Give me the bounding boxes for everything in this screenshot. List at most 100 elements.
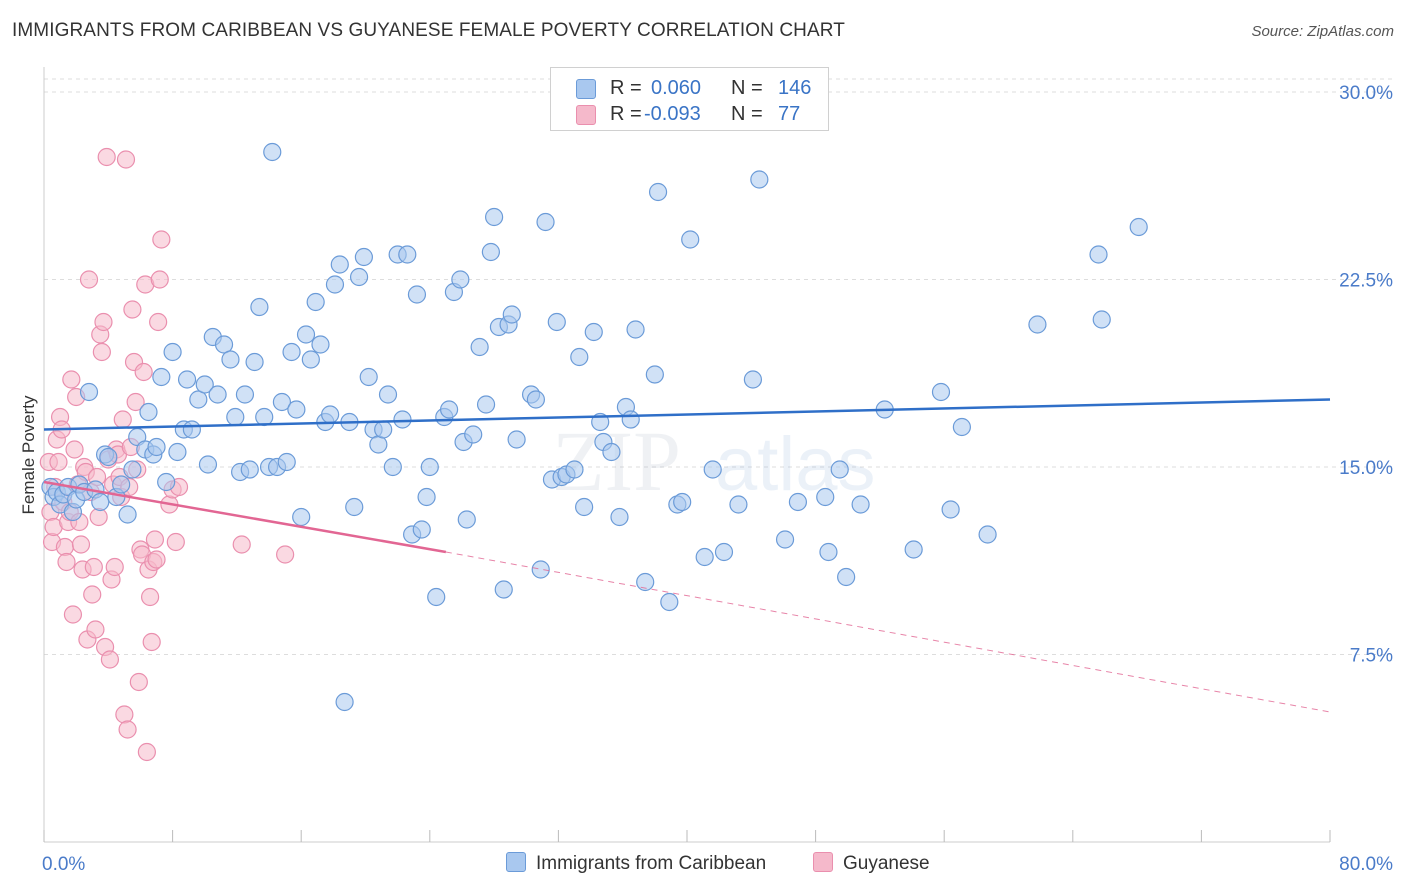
caribbean-point [412, 520, 431, 539]
x-tick-label-min: 0.0% [42, 854, 85, 875]
caribbean-point [526, 390, 545, 409]
caribbean-point [240, 460, 259, 479]
caribbean-point [729, 495, 748, 514]
guyanese-trend-line [43, 480, 447, 554]
caribbean-trend-line [43, 398, 1331, 431]
caribbean-point [335, 692, 354, 712]
guyanese-point [55, 537, 74, 557]
caribbean-point [263, 142, 282, 162]
caribbean-point [451, 270, 470, 289]
caribbean-point [359, 367, 378, 387]
caribbean-point [816, 487, 835, 507]
caribbean-point [182, 420, 201, 439]
caribbean-point [321, 405, 340, 424]
caribbean-point [636, 572, 655, 592]
legend-n-label: N = [731, 77, 763, 99]
guyanese-trend-extension [445, 551, 1331, 713]
caribbean-point [660, 592, 679, 612]
guyanese-point [65, 440, 84, 459]
caribbean-point [163, 342, 182, 362]
caribbean-point [941, 500, 960, 519]
caribbean-point [584, 322, 603, 342]
guyanese-point [97, 147, 116, 167]
caribbean-point [417, 487, 436, 507]
legend-r-value: -0.093 [644, 103, 701, 125]
guyanese-point [71, 535, 91, 554]
caribbean-point [349, 267, 369, 287]
caribbean-point [1129, 217, 1148, 237]
guyanese-swatch [576, 105, 596, 125]
gridlines [44, 78, 1392, 655]
legend-n-label: N = [731, 103, 763, 125]
correlation-legend: R = 0.060 N = 146 R = -0.093 N = 77 [550, 67, 829, 131]
caribbean-point [626, 320, 645, 339]
caribbean-point [189, 390, 208, 409]
caribbean-point [952, 417, 971, 437]
guyanese-legend-swatch [813, 852, 833, 872]
caribbean-point [427, 587, 446, 607]
guyanese-point [140, 587, 160, 607]
y-tick-label: 15.0% [1339, 458, 1393, 479]
guyanese-point [62, 370, 81, 389]
y-tick-label: 30.0% [1339, 83, 1393, 104]
caribbean-point [250, 297, 269, 317]
caribbean-point [221, 350, 240, 369]
caribbean-point [157, 472, 176, 492]
caribbean-points [41, 142, 1148, 712]
caribbean-point [139, 402, 158, 422]
caribbean-point [91, 492, 110, 512]
guyanese-point [115, 705, 134, 724]
guyanese-point [57, 552, 76, 572]
caribbean-swatch [576, 79, 596, 99]
caribbean-point [695, 547, 714, 567]
caribbean-point [536, 212, 555, 232]
caribbean-point [292, 507, 311, 527]
guyanese-point [123, 300, 142, 319]
caribbean-point [407, 285, 427, 304]
caribbean-point [245, 352, 264, 372]
bottom-legend-guyanese: Guyanese [813, 852, 930, 875]
caribbean-point [775, 530, 795, 549]
caribbean-point [743, 370, 763, 389]
caribbean-point [788, 492, 808, 512]
caribbean-point [602, 442, 621, 462]
caribbean-point [374, 420, 393, 439]
caribbean-point [420, 457, 439, 477]
caribbean-point [177, 370, 197, 389]
guyanese-point [100, 650, 120, 669]
caribbean-point [819, 542, 838, 562]
caribbean-point [226, 407, 245, 427]
caribbean-point [610, 507, 629, 527]
guyanese-point [134, 362, 153, 382]
caribbean-point [235, 385, 255, 404]
legend-n-value: 77 [778, 103, 801, 125]
caribbean-point [301, 350, 320, 369]
guyanese-point [137, 742, 156, 762]
caribbean-point [311, 335, 330, 354]
caribbean-point [507, 430, 526, 449]
guyanese-point [86, 620, 105, 639]
caribbean-point [565, 460, 584, 479]
guyanese-point [166, 532, 185, 552]
guyanese-point [150, 270, 169, 289]
source-label: Source: ZipAtlas.com [1251, 23, 1394, 40]
caribbean-point [282, 342, 301, 362]
caribbean-point [673, 492, 692, 512]
caribbean-point [470, 337, 489, 357]
caribbean-point [198, 455, 218, 474]
guyanese-legend-label: Guyanese [843, 853, 930, 874]
caribbean-point [277, 452, 296, 472]
guyanese-point [49, 452, 68, 472]
guyanese-point [145, 530, 165, 549]
guyanese-point [79, 270, 99, 289]
caribbean-point [99, 447, 118, 467]
caribbean-point [531, 560, 550, 579]
guyanese-point [118, 720, 137, 739]
caribbean-point [369, 435, 388, 454]
guyanese-point [92, 342, 111, 362]
caribbean-point [325, 275, 345, 294]
guyanese-point [232, 535, 251, 554]
caribbean-point [494, 580, 513, 599]
caribbean-point [464, 425, 483, 444]
caribbean-point [147, 437, 166, 457]
